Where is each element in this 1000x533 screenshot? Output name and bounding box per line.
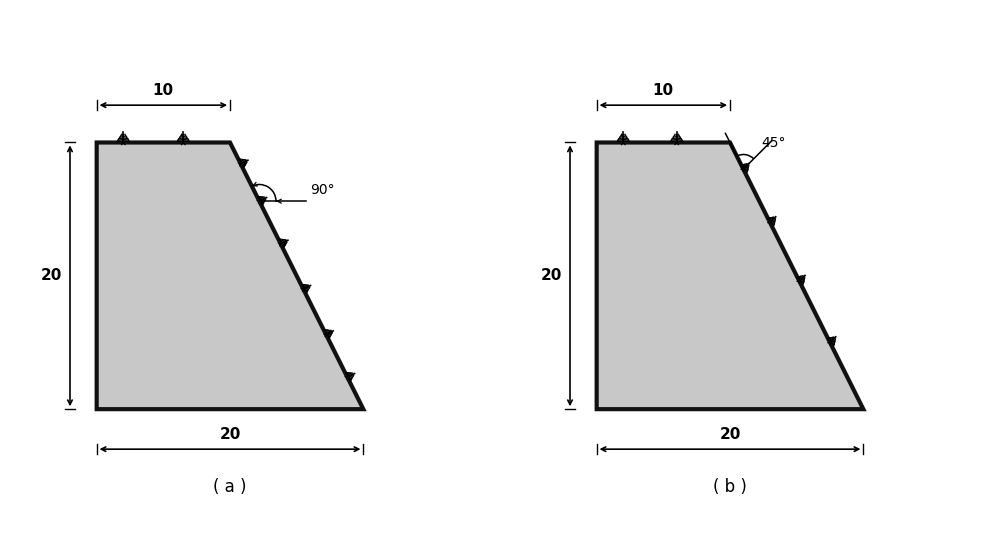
Text: 90°: 90°: [310, 183, 335, 198]
Text: ( a ): ( a ): [213, 479, 247, 497]
Text: 20: 20: [41, 268, 62, 284]
Text: 20: 20: [541, 268, 562, 284]
Text: ( b ): ( b ): [713, 479, 747, 497]
Polygon shape: [97, 142, 363, 409]
Text: 20: 20: [719, 427, 741, 442]
Text: 10: 10: [153, 84, 174, 99]
Text: 45°: 45°: [761, 136, 785, 150]
Text: 10: 10: [653, 84, 674, 99]
Text: 20: 20: [219, 427, 241, 442]
Polygon shape: [597, 142, 863, 409]
